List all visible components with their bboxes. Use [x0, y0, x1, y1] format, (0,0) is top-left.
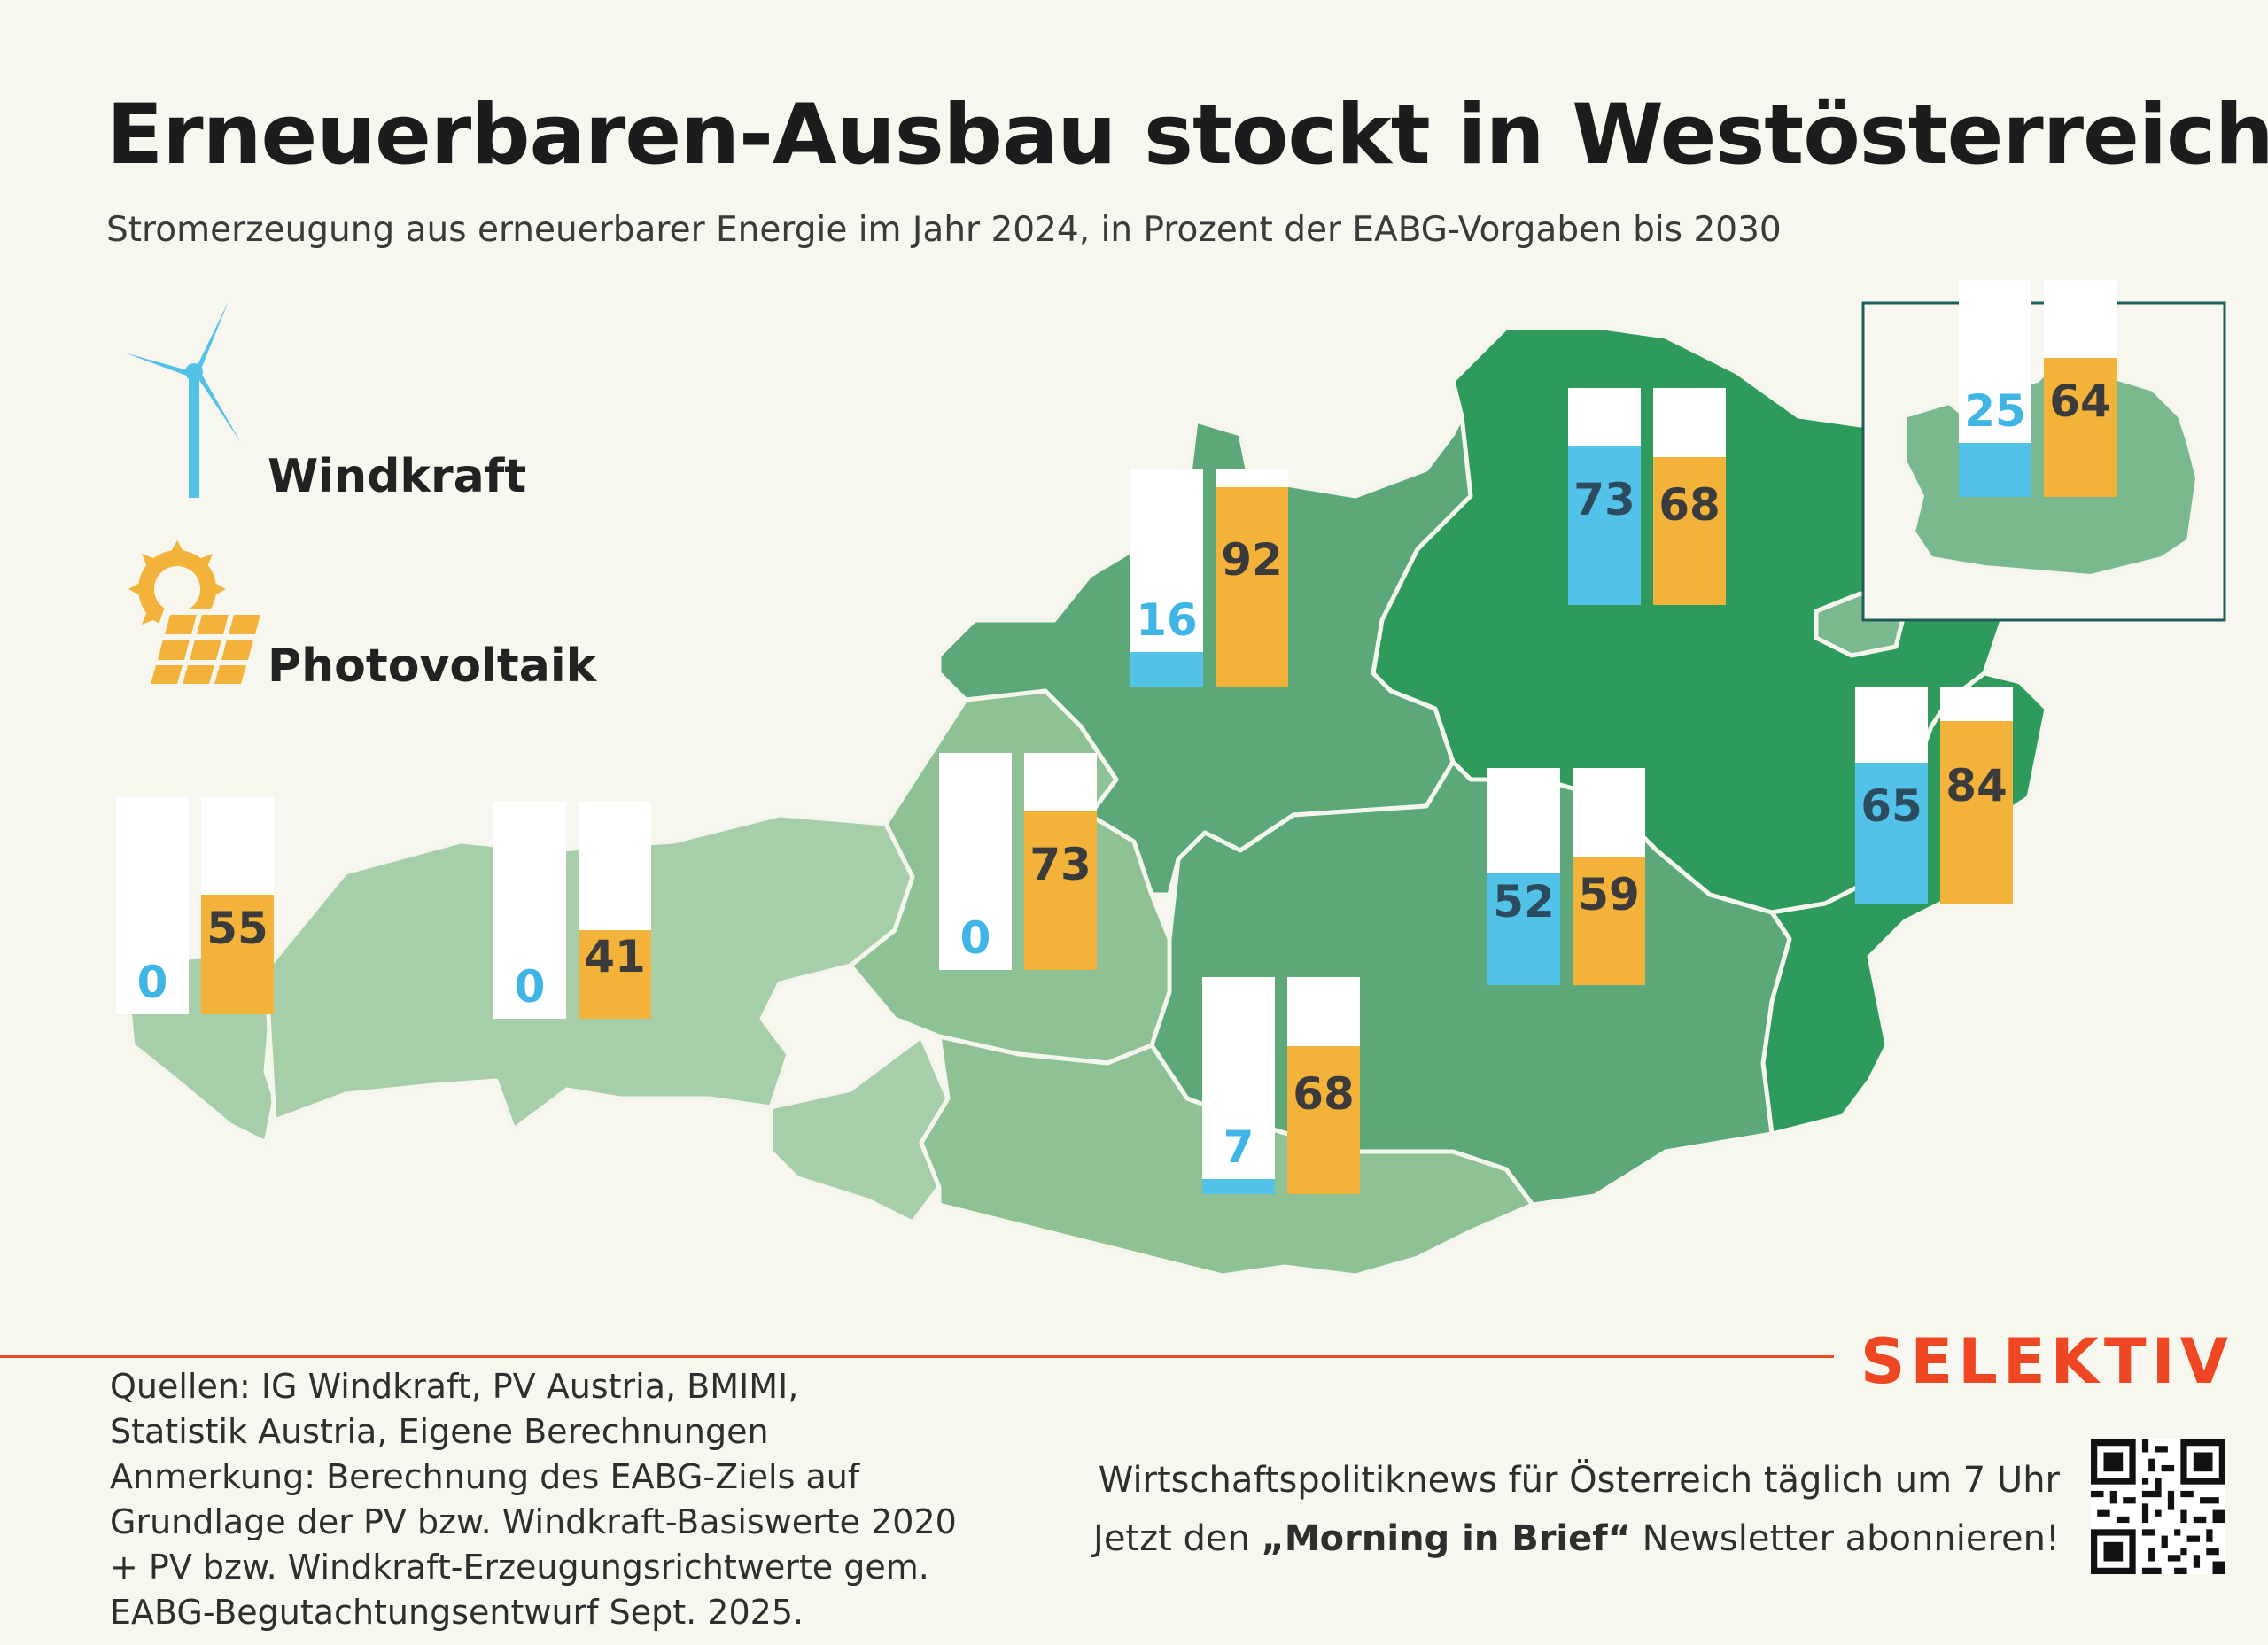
wind-bar: 25 — [1959, 280, 2031, 497]
bars-wien: 25 64 — [1959, 280, 2118, 497]
promo-pre: Jetzt den — [1093, 1518, 1262, 1559]
pv-bar: 64 — [2044, 280, 2117, 497]
wind-value-label: 0 — [959, 912, 991, 964]
pv-bar: 73 — [1024, 753, 1097, 970]
promo-post: Newsletter abonnieren! — [1630, 1518, 2060, 1559]
sources-line: Quellen: IG Windkraft, PV Austria, BMIMI… — [110, 1367, 799, 1406]
bars-kaernten: 7 68 — [1202, 977, 1362, 1194]
wind-value-label: 73 — [1573, 473, 1635, 525]
pv-bar-fill — [579, 929, 651, 1019]
solar-panel-icon — [128, 540, 266, 687]
pv-bar: 92 — [1216, 469, 1288, 687]
wind-bar: 65 — [1855, 687, 1928, 904]
promo-newsletter-name: „Morning in Brief“ — [1261, 1518, 1631, 1559]
wind-bar-fill — [1855, 762, 1928, 904]
pv-bar-fill — [1653, 457, 1726, 605]
pv-bar-fill — [1287, 1046, 1360, 1194]
page-title: Erneuerbaren-Ausbau stockt in Westösterr… — [106, 87, 2268, 183]
bars-oberoesterreich: 16 92 — [1130, 469, 1290, 687]
wind-value-label: 7 — [1223, 1121, 1254, 1173]
wind-value-label: 52 — [1493, 876, 1555, 928]
pv-bar: 41 — [579, 802, 651, 1019]
sources-line: Grundlage der PV bzw. Windkraft-Basiswer… — [110, 1502, 957, 1541]
wind-value-label: 0 — [514, 961, 546, 1013]
wind-bar: 16 — [1130, 469, 1203, 687]
pv-bar-fill — [1216, 486, 1288, 687]
brand-logo: SELEKTIV — [1860, 1325, 2233, 1398]
sources-line: Anmerkung: Berechnung des EABG-Ziels auf — [110, 1457, 860, 1496]
wind-turbine-icon — [124, 301, 241, 498]
wind-bar-fill — [1130, 651, 1203, 687]
wind-bar: 7 — [1202, 977, 1275, 1194]
wind-bar: 0 — [493, 802, 566, 1019]
bars-burgenland: 65 84 — [1855, 687, 2015, 904]
newsletter-link[interactable]: Jetzt den „Morning in Brief“ Newsletter … — [1093, 1518, 2060, 1559]
wind-bar: 0 — [939, 753, 1012, 970]
wind-value-label: 16 — [1136, 594, 1198, 646]
wind-bar: 52 — [1487, 768, 1560, 985]
pv-value-label: 64 — [2049, 375, 2111, 427]
legend-pv-label: Photovoltaik — [268, 640, 597, 693]
bars-vorarlberg: 0 55 — [116, 797, 276, 1014]
wind-value-label: 25 — [1964, 384, 2026, 437]
wind-value-label: 65 — [1860, 780, 1922, 833]
pv-value-label: 41 — [584, 930, 646, 982]
bars-steiermark: 52 59 — [1487, 768, 1647, 985]
legend-wind-label: Windkraft — [268, 450, 527, 503]
wind-bar-fill — [1568, 446, 1641, 605]
pv-bar-fill — [2044, 358, 2117, 497]
sources-line: Statistik Austria, Eigene Berechnungen — [110, 1412, 769, 1451]
wind-bar: 73 — [1568, 388, 1641, 605]
sources-line: EABG-Begutachtungsentwurf Sept. 2025. — [110, 1593, 804, 1632]
sources-line: + PV bzw. Windkraft-Erzeugungsrichtwerte… — [110, 1548, 929, 1587]
footer-divider — [0, 1355, 1834, 1358]
pv-bar: 84 — [1940, 687, 2013, 904]
sources-note: Quellen: IG Windkraft, PV Austria, BMIMI… — [110, 1364, 1049, 1635]
bars-salzburg: 0 73 — [939, 753, 1099, 970]
pv-bar: 59 — [1573, 768, 1645, 985]
wind-value-label: 0 — [136, 957, 168, 1008]
pv-bar-fill — [1573, 857, 1645, 985]
region-osttirol — [768, 1034, 951, 1225]
pv-bar-fill — [1940, 721, 2013, 904]
pv-value-label: 55 — [206, 902, 268, 954]
pv-bar: 68 — [1287, 977, 1360, 1194]
pv-bar: 55 — [201, 797, 274, 1014]
pv-bar-fill — [1024, 811, 1097, 970]
wind-bar: 0 — [116, 797, 189, 1014]
wind-bar-fill — [1959, 442, 2031, 497]
pv-value-label: 68 — [1293, 1067, 1355, 1120]
pv-bar-fill — [201, 895, 274, 1014]
page-subtitle: Stromerzeugung aus erneuerbarer Energie … — [106, 210, 1782, 250]
pv-value-label: 84 — [1946, 760, 2008, 812]
wind-bar-fill — [1487, 872, 1560, 985]
pv-bar: 68 — [1653, 388, 1726, 605]
bars-tirol: 0 41 — [493, 802, 653, 1019]
wind-bar-fill — [1202, 1178, 1275, 1194]
pv-value-label: 68 — [1658, 478, 1720, 531]
pv-value-label: 59 — [1578, 868, 1640, 920]
promo-line-1: Wirtschaftspolitiknews für Österreich tä… — [1098, 1460, 2060, 1501]
pv-value-label: 73 — [1029, 838, 1091, 890]
qr-code-icon[interactable] — [2091, 1439, 2225, 1574]
bars-niederoesterreich: 73 68 — [1568, 388, 1728, 605]
pv-value-label: 92 — [1221, 534, 1283, 586]
